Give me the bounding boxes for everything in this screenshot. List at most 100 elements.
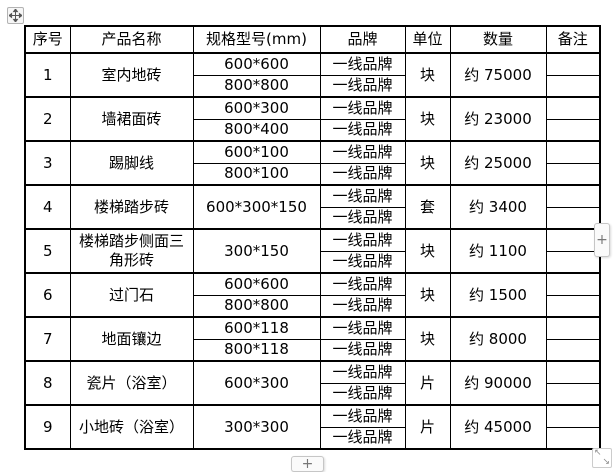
column-header-4[interactable]: 品牌 (319, 25, 406, 54)
cell-remark[interactable] (545, 206, 601, 230)
cell-quantity[interactable]: 约 45000 (449, 404, 547, 450)
cell-spec[interactable]: 600*300*150 (192, 184, 321, 230)
cell-remark[interactable] (545, 360, 601, 384)
cell-brand[interactable]: 一线品牌 (319, 382, 406, 406)
cell-serial[interactable]: 6 (24, 272, 71, 318)
cell-spec[interactable]: 600*600 (192, 272, 321, 296)
cell-unit[interactable]: 片 (404, 360, 451, 406)
table-resize-handle[interactable]: ↖ ↘ (592, 448, 612, 468)
column-header-6[interactable]: 数量 (449, 25, 547, 54)
cell-remark[interactable] (545, 118, 601, 142)
cell-serial[interactable]: 9 (24, 404, 71, 450)
cell-brand[interactable]: 一线品牌 (319, 118, 406, 142)
cell-remark[interactable] (545, 272, 601, 296)
cell-unit[interactable]: 块 (404, 52, 451, 98)
cell-brand[interactable]: 一线品牌 (319, 426, 406, 450)
cell-unit[interactable]: 块 (404, 316, 451, 362)
cell-brand[interactable]: 一线品牌 (319, 404, 406, 428)
cell-brand[interactable]: 一线品牌 (319, 74, 406, 98)
cell-brand[interactable]: 一线品牌 (319, 206, 406, 230)
cell-spec[interactable]: 800*118 (192, 338, 321, 362)
cell-remark[interactable] (545, 382, 601, 406)
cell-unit[interactable]: 块 (404, 272, 451, 318)
cell-remark[interactable] (545, 316, 601, 340)
cell-brand[interactable]: 一线品牌 (319, 162, 406, 186)
cell-quantity[interactable]: 约 3400 (449, 184, 547, 230)
cell-spec[interactable]: 300*150 (192, 228, 321, 274)
cell-unit[interactable]: 块 (404, 228, 451, 274)
cell-quantity[interactable]: 约 90000 (449, 360, 547, 406)
resize-nw-icon: ↖ (594, 448, 602, 458)
cell-spec[interactable]: 800*100 (192, 162, 321, 186)
cell-spec[interactable]: 600*300 (192, 360, 321, 406)
cell-serial[interactable]: 2 (24, 96, 71, 142)
column-header-7[interactable]: 备注 (545, 25, 601, 54)
cell-serial[interactable]: 1 (24, 52, 71, 98)
cell-spec[interactable]: 600*100 (192, 140, 321, 164)
cell-brand[interactable]: 一线品牌 (319, 316, 406, 340)
cell-product-name[interactable]: 楼梯踏步侧面三角形砖 (69, 228, 194, 274)
cell-product-name[interactable]: 踢脚线 (69, 140, 194, 186)
cell-product-name[interactable]: 过门石 (69, 272, 194, 318)
cell-product-name[interactable]: 小地砖（浴室） (69, 404, 194, 450)
cell-brand[interactable]: 一线品牌 (319, 272, 406, 296)
cell-brand[interactable]: 一线品牌 (319, 250, 406, 274)
cell-remark[interactable] (545, 294, 601, 318)
cell-spec[interactable]: 800*800 (192, 294, 321, 318)
cell-product-name[interactable]: 墙裙面砖 (69, 96, 194, 142)
insert-column-button[interactable]: + (594, 223, 610, 257)
cell-remark[interactable] (545, 52, 601, 76)
cell-spec[interactable]: 800*800 (192, 74, 321, 98)
column-header-2[interactable]: 产品名称 (69, 25, 194, 54)
cell-quantity[interactable]: 约 8000 (449, 316, 547, 362)
cell-remark[interactable] (545, 228, 601, 252)
cell-product-name[interactable]: 室内地砖 (69, 52, 194, 98)
cell-spec[interactable]: 800*400 (192, 118, 321, 142)
column-header-1[interactable]: 序号 (24, 25, 71, 54)
cell-spec[interactable]: 600*118 (192, 316, 321, 340)
cell-quantity[interactable]: 约 23000 (449, 96, 547, 142)
cell-quantity[interactable]: 约 75000 (449, 52, 547, 98)
cell-brand[interactable]: 一线品牌 (319, 294, 406, 318)
insert-row-button[interactable]: + (291, 456, 324, 472)
table-row: 5 楼梯踏步侧面三角形砖 300*150 一线品牌块约 1100 (24, 228, 601, 274)
cell-remark[interactable] (545, 162, 601, 186)
column-header-3[interactable]: 规格型号(mm) (192, 25, 321, 54)
cell-serial[interactable]: 5 (24, 228, 71, 274)
cell-remark[interactable] (545, 404, 601, 428)
column-header-5[interactable]: 单位 (404, 25, 451, 54)
table-move-handle[interactable] (7, 7, 24, 24)
cell-serial[interactable]: 7 (24, 316, 71, 362)
table-row-sub: 800*100 一线品牌 (25, 162, 601, 186)
cell-quantity[interactable]: 约 25000 (449, 140, 547, 186)
cell-serial[interactable]: 4 (24, 184, 71, 230)
cell-brand[interactable]: 一线品牌 (319, 140, 406, 164)
cell-unit[interactable]: 块 (404, 96, 451, 142)
cell-brand[interactable]: 一线品牌 (319, 360, 406, 384)
cell-serial[interactable]: 8 (24, 360, 71, 406)
cell-remark[interactable] (545, 184, 601, 208)
cell-brand[interactable]: 一线品牌 (319, 52, 406, 76)
cell-product-name[interactable]: 楼梯踏步砖 (69, 184, 194, 230)
cell-quantity[interactable]: 约 1500 (449, 272, 547, 318)
cell-brand[interactable]: 一线品牌 (319, 184, 406, 208)
cell-remark[interactable] (545, 140, 601, 164)
cell-serial[interactable]: 3 (24, 140, 71, 186)
cell-remark[interactable] (545, 96, 601, 120)
cell-unit[interactable]: 套 (404, 184, 451, 230)
cell-spec[interactable]: 600*300 (192, 96, 321, 120)
cell-unit[interactable]: 块 (404, 140, 451, 186)
cell-product-name[interactable]: 地面镶边 (69, 316, 194, 362)
cell-remark[interactable] (545, 338, 601, 362)
cell-spec[interactable]: 600*600 (192, 52, 321, 76)
cell-remark[interactable] (545, 74, 601, 98)
cell-brand[interactable]: 一线品牌 (319, 228, 406, 252)
cell-spec[interactable]: 300*300 (192, 404, 321, 450)
cell-brand[interactable]: 一线品牌 (319, 96, 406, 120)
cell-remark[interactable] (545, 426, 601, 450)
cell-brand[interactable]: 一线品牌 (319, 338, 406, 362)
cell-quantity[interactable]: 约 1100 (449, 228, 547, 274)
cell-remark[interactable] (545, 250, 601, 274)
cell-product-name[interactable]: 瓷片（浴室） (69, 360, 194, 406)
cell-unit[interactable]: 片 (404, 404, 451, 450)
